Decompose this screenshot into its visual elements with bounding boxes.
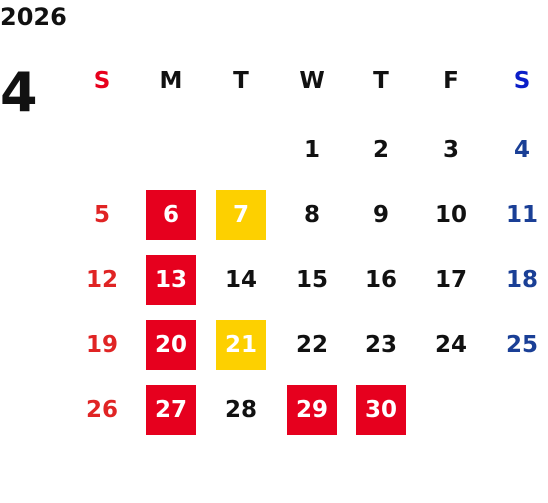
year-label: 2026 [0,3,67,31]
day-cell-7[interactable]: 7 [216,190,266,240]
day-cell-4[interactable]: 4 [513,137,530,163]
day-cell-23[interactable]: 23 [364,332,397,358]
weekday-sun: S [93,68,111,94]
day-cell-25[interactable]: 25 [505,332,538,358]
day-cell-28[interactable]: 28 [224,397,257,423]
day-cell-20[interactable]: 20 [146,320,196,370]
day-cell-5[interactable]: 5 [93,202,110,228]
day-cell-1[interactable]: 1 [303,137,320,163]
day-cell-24[interactable]: 24 [434,332,467,358]
day-cell-29[interactable]: 29 [287,385,337,435]
day-cell-8[interactable]: 8 [303,202,320,228]
day-cell-22[interactable]: 22 [295,332,328,358]
day-cell-18[interactable]: 18 [505,267,538,293]
day-cell-17[interactable]: 17 [434,267,467,293]
day-cell-9[interactable]: 9 [372,202,389,228]
day-cell-26[interactable]: 26 [85,397,118,423]
weekday-tue: T [233,68,249,94]
day-cell-10[interactable]: 10 [434,202,467,228]
day-cell-13[interactable]: 13 [146,255,196,305]
weekday-wed: W [299,68,325,94]
day-cell-11[interactable]: 11 [505,202,538,228]
day-cell-12[interactable]: 12 [85,267,118,293]
day-cell-16[interactable]: 16 [364,267,397,293]
day-cell-19[interactable]: 19 [85,332,118,358]
day-cell-2[interactable]: 2 [372,137,389,163]
day-cell-6[interactable]: 6 [146,190,196,240]
day-cell-14[interactable]: 14 [224,267,257,293]
day-cell-15[interactable]: 15 [295,267,328,293]
weekday-sat: S [513,68,531,94]
day-cell-27[interactable]: 27 [146,385,196,435]
weekday-thu: T [373,68,389,94]
weekday-fri: F [443,68,459,94]
month-number: 4 [0,61,38,124]
day-cell-21[interactable]: 21 [216,320,266,370]
day-cell-30[interactable]: 30 [356,385,406,435]
weekday-mon: M [159,68,183,94]
day-cell-3[interactable]: 3 [442,137,459,163]
